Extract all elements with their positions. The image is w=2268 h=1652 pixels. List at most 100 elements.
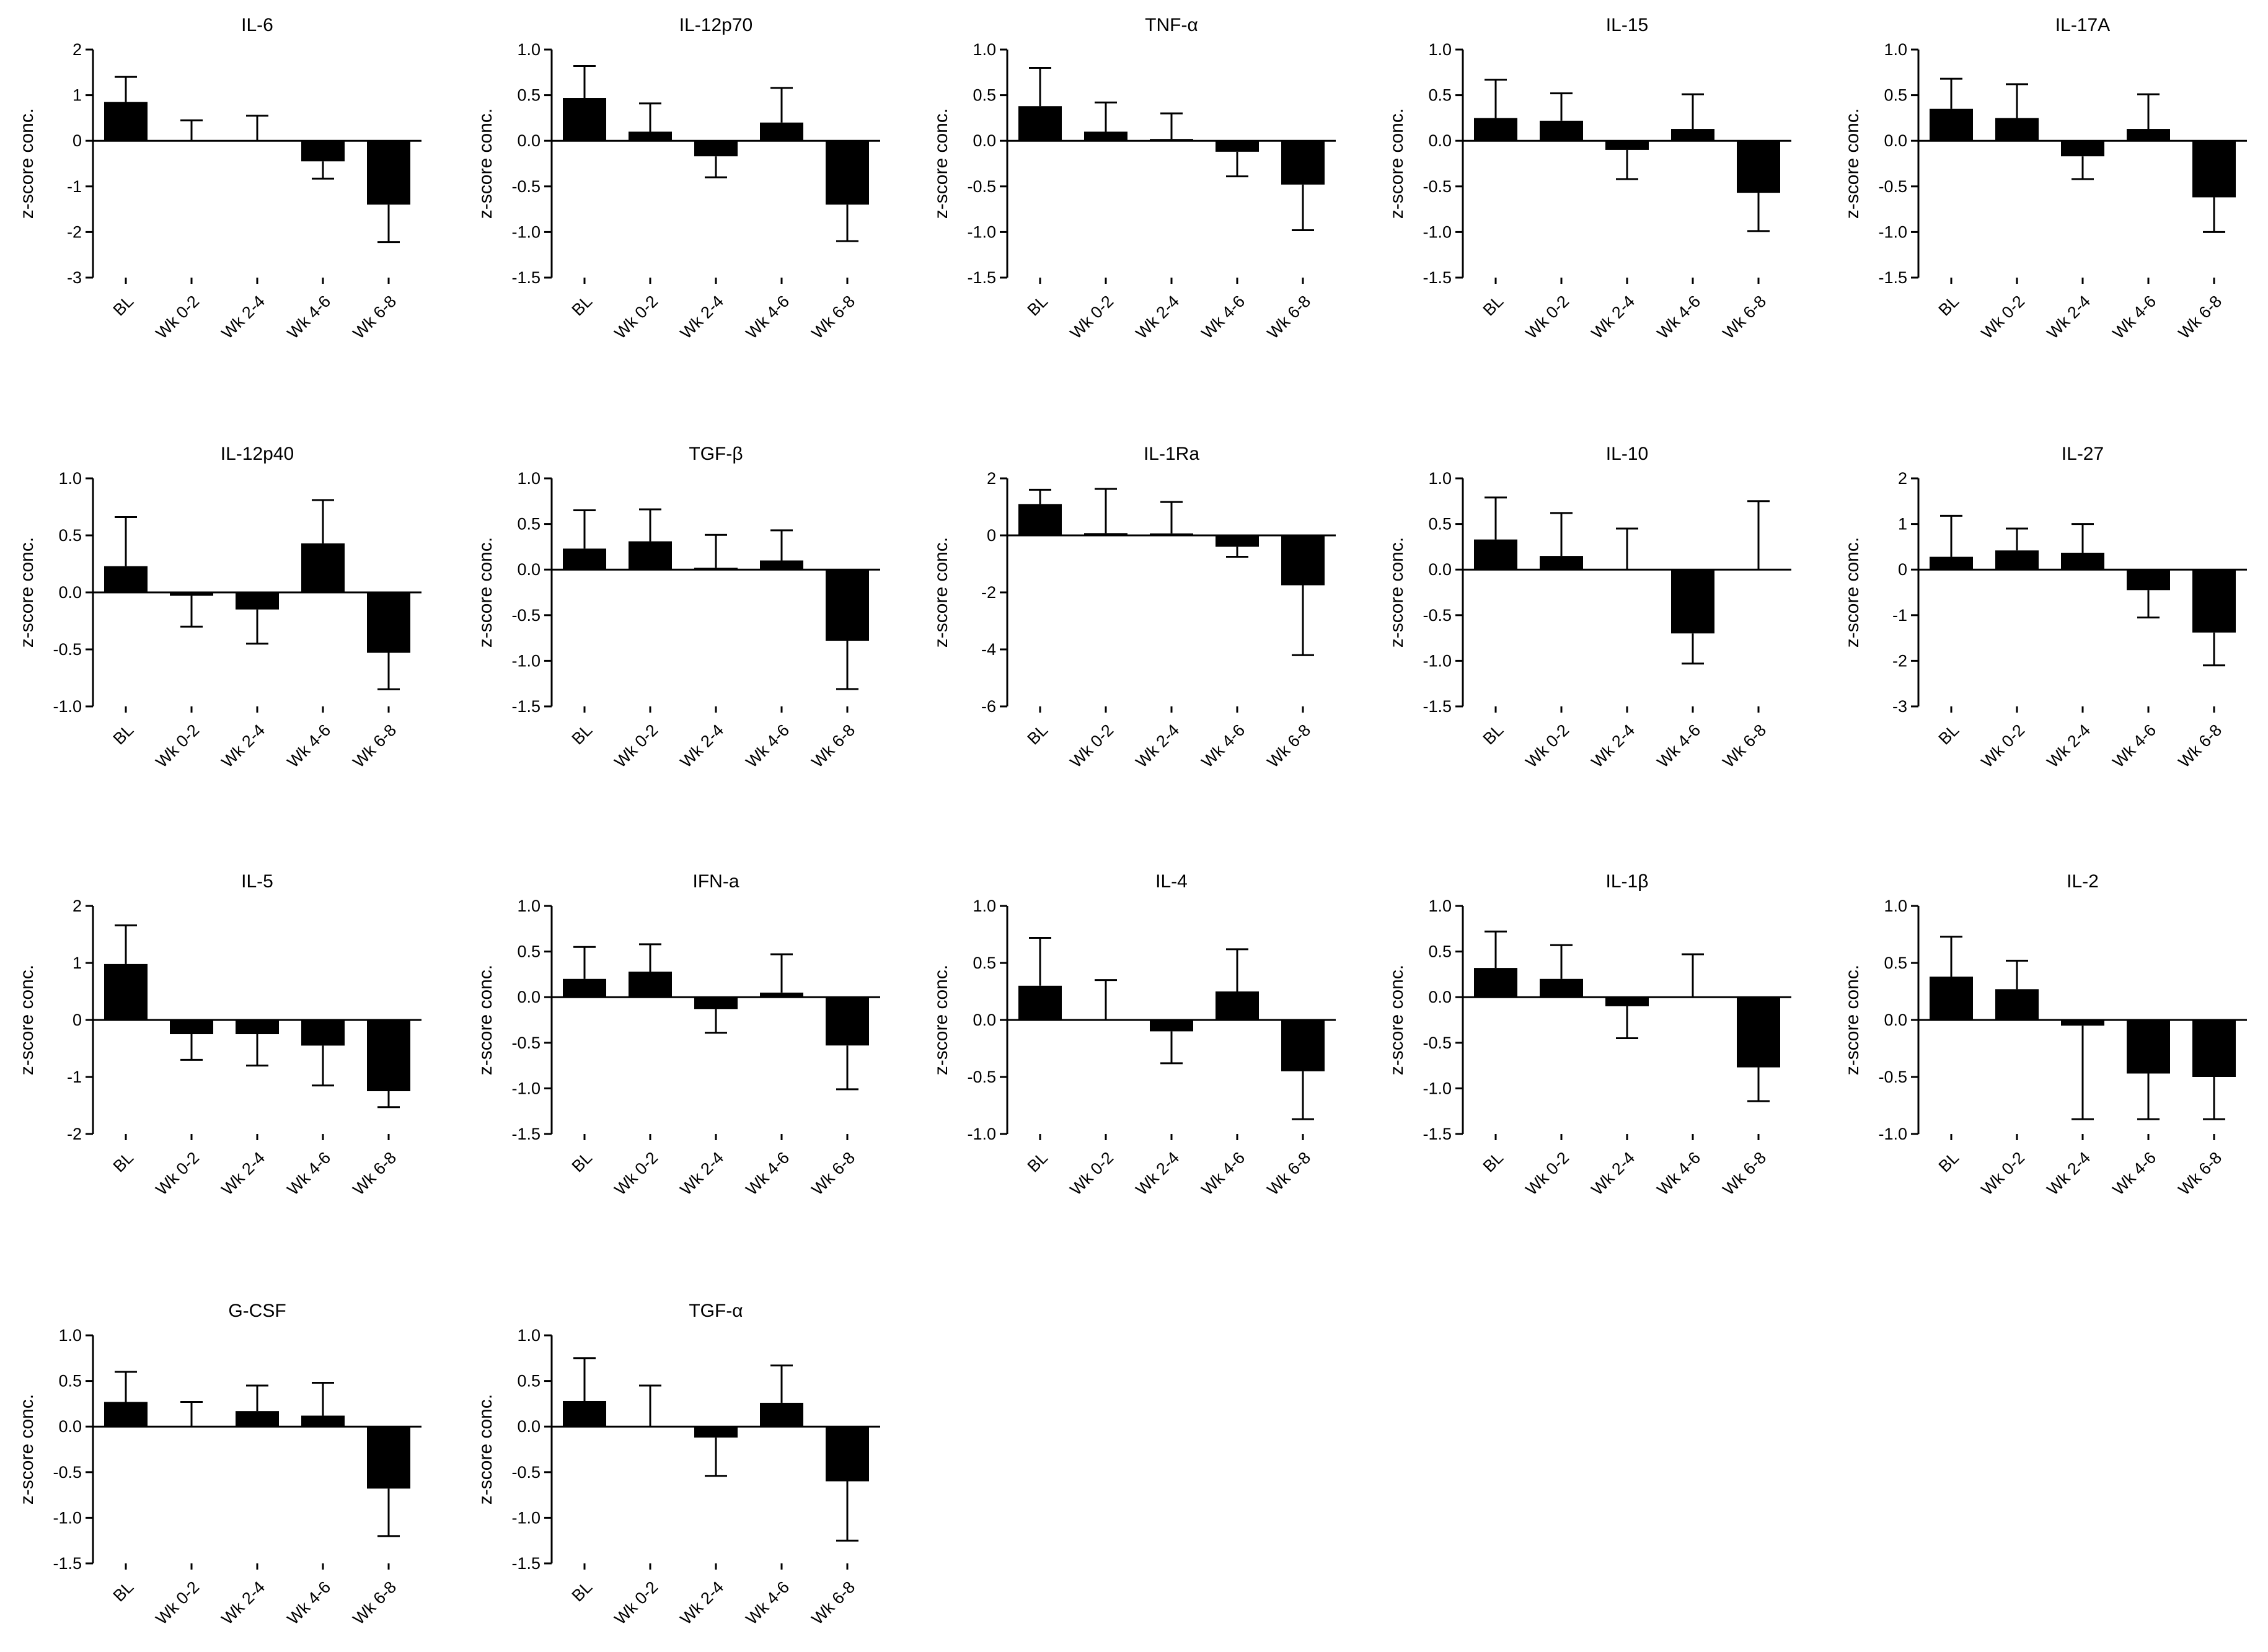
chart-16-bar <box>760 1402 803 1427</box>
chart-10-category-label: Wk 6-8 <box>350 1148 400 1199</box>
chart-15-category-label: Wk 6-8 <box>350 1578 400 1628</box>
chart-5-bar <box>170 592 213 596</box>
chart-11-bar <box>563 978 606 998</box>
chart-5-category-label: Wk 4-6 <box>284 721 335 771</box>
chart-2-bar <box>1281 141 1325 185</box>
chart-11-y-tick-label: 1.0 <box>517 897 541 915</box>
chart-15-category-label: Wk 4-6 <box>284 1578 335 1628</box>
chart-7-y-tick-label: 0 <box>987 526 996 545</box>
chart-9-category-label: Wk 2-4 <box>2044 721 2094 771</box>
chart-1-bar <box>563 98 606 141</box>
chart-5-title: IL-12p40 <box>221 444 294 464</box>
chart-1-y-tick-label: -0.5 <box>511 177 541 196</box>
chart-16-category-label: Wk 6-8 <box>808 1578 859 1628</box>
chart-14-category-label: Wk 2-4 <box>2044 1148 2094 1199</box>
chart-11-category-label: Wk 0-2 <box>611 1148 662 1199</box>
chart-5-bar <box>104 566 148 592</box>
chart-9-bar <box>2061 552 2104 570</box>
chart-0-category-label: Wk 0-2 <box>152 292 203 343</box>
chart-14-bar <box>2061 1020 2104 1026</box>
chart-14-bar <box>1995 989 2039 1020</box>
chart-10-bar <box>170 1020 213 1034</box>
chart-13: IL-1β z-score conc. 1.0 0.5 0.0 -0.5 -1.0 -1.5 B… <box>1387 871 1791 1199</box>
chart-9-category-label: BL <box>1935 721 1963 749</box>
chart-16-category-label: Wk 4-6 <box>743 1578 793 1628</box>
chart-2-y-tick-label: 1.0 <box>973 40 996 59</box>
chart-16-bar <box>826 1426 869 1482</box>
chart-6-bar <box>760 560 803 570</box>
chart-3-category-label: BL <box>1480 292 1507 320</box>
chart-0-category-label: Wk 2-4 <box>218 292 269 343</box>
chart-6-category-label: Wk 0-2 <box>611 721 662 771</box>
chart-5-y-tick-label: -0.5 <box>53 640 82 659</box>
chart-11: IFN-a z-score conc. 1.0 0.5 0.0 -0.5 -1.0 -1.5 B… <box>475 871 880 1199</box>
chart-12-bar <box>1150 1020 1193 1032</box>
chart-16-bar <box>694 1426 738 1438</box>
chart-9-y-tick-label: 0 <box>1898 560 1907 579</box>
chart-11-bar <box>694 997 738 1009</box>
chart-4-category-label: Wk 2-4 <box>2044 292 2094 343</box>
chart-6-y-tick-label: 1.0 <box>517 469 541 488</box>
chart-9-category-label: Wk 0-2 <box>1978 721 2029 771</box>
chart-4-bar <box>1930 108 1973 141</box>
chart-16-category-label: BL <box>568 1578 596 1606</box>
chart-16-y-tick-label: -1.5 <box>511 1554 541 1573</box>
chart-6-bar <box>563 548 606 570</box>
chart-6-category-label: Wk 2-4 <box>677 721 728 771</box>
chart-1-bar <box>760 122 803 141</box>
chart-2-y-tick-label: -1.5 <box>967 268 996 287</box>
chart-7-bar <box>1216 535 1259 547</box>
chart-5-category-label: Wk 0-2 <box>152 721 203 771</box>
chart-13-bar <box>1605 997 1649 1006</box>
chart-12-category-label: BL <box>1024 1148 1052 1176</box>
chart-3-y-tick-label: 1.0 <box>1428 40 1452 59</box>
chart-4-y-tick-label: 1.0 <box>1884 40 1907 59</box>
chart-15-bar <box>367 1426 410 1489</box>
chart-9-category-label: Wk 4-6 <box>2109 721 2160 771</box>
chart-16-y-tick-label: 1.0 <box>517 1326 541 1345</box>
chart-7-y-tick-label: -4 <box>981 640 996 659</box>
chart-8-y-tick-label: -1.0 <box>1423 651 1452 670</box>
chart-15-bar <box>104 1402 148 1427</box>
chart-9: IL-27 z-score conc. 2 1 0 -1 -2 -3 BL Wk 0-2 Wk 2-… <box>1842 444 2247 771</box>
chart-11-y-axis-label: z-score conc. <box>475 965 496 1075</box>
chart-1-y-tick-label: 1.0 <box>517 40 541 59</box>
chart-2-title: TNF-α <box>1145 15 1198 35</box>
chart-12-title: IL-4 <box>1155 871 1188 892</box>
chart-0-title: IL-6 <box>241 15 273 35</box>
chart-12-y-axis-label: z-score conc. <box>931 965 951 1075</box>
chart-6: TGF-β z-score conc. 1.0 0.5 0.0 -0.5 -1.0 -1.5 B… <box>475 444 880 771</box>
chart-5-category-label: Wk 2-4 <box>218 721 269 771</box>
chart-13-bar <box>1540 978 1583 998</box>
chart-3: IL-15 z-score conc. 1.0 0.5 0.0 -0.5 -1.0 -1.5 B… <box>1387 15 1791 343</box>
chart-14-category-label: Wk 6-8 <box>2175 1148 2226 1199</box>
chart-8-y-axis-label: z-score conc. <box>1387 537 1407 648</box>
chart-14-y-axis-label: z-score conc. <box>1842 965 1863 1075</box>
chart-14-bar <box>1930 977 1973 1020</box>
chart-9-y-axis-label: z-score conc. <box>1842 537 1863 648</box>
chart-16-category-label: Wk 0-2 <box>611 1578 662 1628</box>
chart-11-title: IFN-a <box>693 871 739 892</box>
chart-3-bar <box>1605 141 1649 150</box>
chart-2-y-tick-label: -0.5 <box>967 177 996 196</box>
chart-13-bar <box>1737 997 1780 1068</box>
chart-0-category-label: BL <box>110 292 138 320</box>
chart-11-bar <box>629 971 672 998</box>
chart-8-y-tick-label: -0.5 <box>1423 606 1452 625</box>
chart-6-title: TGF-β <box>689 444 743 464</box>
chart-15-y-tick-label: 0.5 <box>58 1372 82 1391</box>
chart-11-category-label: Wk 2-4 <box>677 1148 728 1199</box>
chart-0-category-label: Wk 4-6 <box>284 292 335 343</box>
chart-14-category-label: Wk 4-6 <box>2109 1148 2160 1199</box>
chart-0-y-tick-label: 2 <box>73 40 82 59</box>
chart-9-title: IL-27 <box>2062 444 2104 464</box>
chart-7-y-axis-label: z-score conc. <box>931 537 951 648</box>
chart-10-bar <box>301 1020 345 1046</box>
chart-11-y-tick-label: -1.5 <box>511 1125 541 1143</box>
chart-10-y-tick-label: 1 <box>73 954 82 972</box>
chart-13-y-tick-label: -1.5 <box>1423 1125 1452 1143</box>
chart-16-y-tick-label: -1.0 <box>511 1508 541 1527</box>
chart-2-bar <box>1216 141 1259 152</box>
chart-3-title: IL-15 <box>1606 15 1648 35</box>
chart-11-bar <box>826 997 869 1046</box>
